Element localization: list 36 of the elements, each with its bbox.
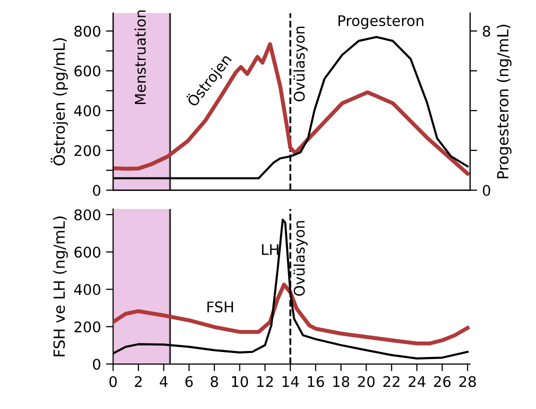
- x-tick-label: 18: [333, 376, 350, 388]
- y-tick-label: 0: [92, 184, 100, 196]
- x-tick-label: 10: [232, 376, 248, 388]
- y-tick-label: 800: [74, 26, 100, 37]
- y-tick-label: 600: [74, 66, 100, 77]
- x-tick-label: 0: [109, 376, 117, 388]
- x-tick-label: 12: [257, 376, 273, 387]
- x-tick-label: 26: [434, 376, 451, 388]
- x-tick-label: 2: [134, 376, 142, 387]
- y-tick-label: 800: [74, 209, 100, 220]
- y2-axis-title: Progesteron (ng/mL): [496, 24, 512, 178]
- y-axis-title: FSH ve LH (ng/mL): [53, 216, 68, 356]
- y-tick-label: 600: [74, 246, 100, 258]
- x-tick-label: 22: [383, 376, 400, 387]
- y2-tick-label: 0: [482, 184, 490, 196]
- x-tick-label: 8: [210, 376, 218, 388]
- x-tick-label: 20: [358, 376, 375, 388]
- series-label: FSH: [207, 301, 233, 312]
- y-tick-label: 200: [74, 321, 100, 332]
- x-tick-label: 16: [308, 376, 324, 388]
- ref-line-label: Ovülasyon: [293, 26, 308, 102]
- x-tick-label: 4: [160, 376, 168, 387]
- ref-line-label: Ovülasyon: [293, 221, 308, 296]
- y-tick-label: 400: [74, 105, 100, 116]
- y2-tick-label: 8: [482, 26, 490, 37]
- x-tick-label: 28: [459, 376, 476, 388]
- series-label: LH: [262, 244, 278, 255]
- x-tick-label: 6: [185, 376, 193, 388]
- y-axis-title: Östrojen (pg/mL): [50, 38, 68, 166]
- x-tick-label: 14: [282, 376, 299, 387]
- y-tick-label: 400: [74, 284, 100, 296]
- band-label: Menstruation: [134, 10, 146, 104]
- series-label: Progesteron: [338, 15, 424, 29]
- y-tick-label: 200: [74, 145, 100, 156]
- x-tick-label: 24: [408, 376, 426, 387]
- y-tick-label: 0: [92, 358, 100, 370]
